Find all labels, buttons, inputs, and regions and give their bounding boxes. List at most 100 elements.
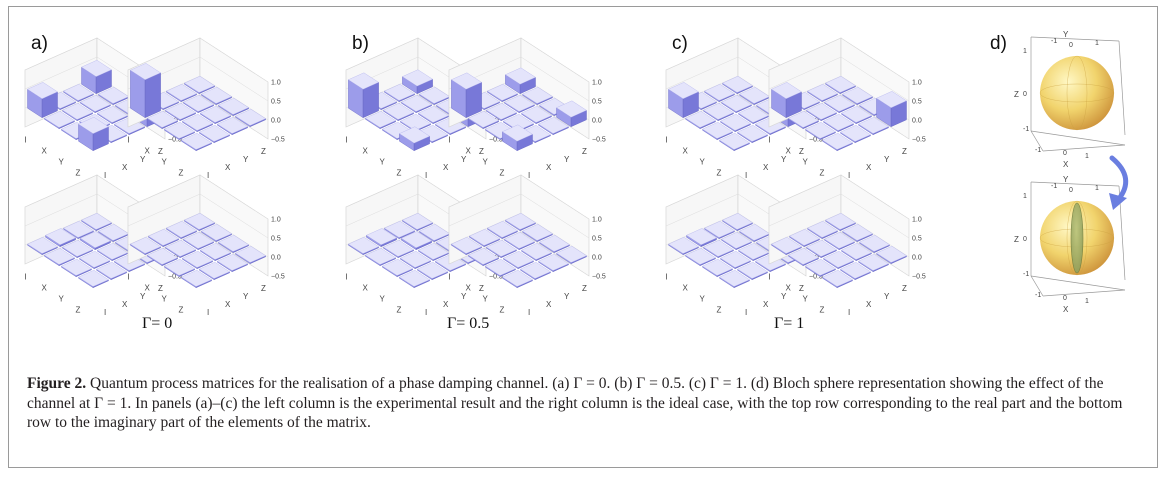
matrix-bar <box>504 67 536 95</box>
z-tick-label: −0.5 <box>809 274 823 281</box>
axis-label-col: Z <box>479 147 484 156</box>
matrix-bar <box>183 75 216 95</box>
axis-label-row: I <box>769 136 771 145</box>
bloch-box-edge <box>1030 130 1044 152</box>
matrix-bar <box>842 223 873 243</box>
matrix-bar <box>825 75 856 95</box>
bar-face-top <box>807 220 838 238</box>
axis-label-row: Z <box>397 169 402 178</box>
axis-label-col: Z <box>261 147 266 156</box>
matrix-bar <box>822 269 853 289</box>
matrix-bar <box>538 116 569 136</box>
axis-label-row: I <box>769 273 771 282</box>
matrix-bar <box>737 124 768 144</box>
matrix-bar <box>129 236 162 256</box>
bloch-tick: -1 <box>1035 292 1041 299</box>
bar-face-top <box>62 102 94 120</box>
bar-face-top <box>824 231 855 249</box>
gamma-label-a: Γ= 0 <box>142 315 173 332</box>
bar-face-top <box>485 102 517 120</box>
matrix-bar <box>45 228 77 248</box>
matrix-bar <box>62 239 94 259</box>
matrix-bar <box>704 220 735 240</box>
matrix-bar <box>81 212 112 232</box>
z-tick-label: −0.5 <box>271 137 285 144</box>
axis-label-row: I <box>666 136 668 145</box>
matrix-bar <box>806 239 837 259</box>
bar-face-top <box>43 247 75 265</box>
bar-face-top <box>721 231 752 249</box>
matrix-bar <box>522 86 553 106</box>
matrix-bar <box>79 250 111 270</box>
bloch-meridian <box>1066 55 1088 131</box>
matrix-bar <box>381 258 414 278</box>
axis-label-row: I <box>666 273 668 282</box>
axis-label-row: Y <box>380 295 386 304</box>
matrix-bar <box>79 231 111 251</box>
z-tick-label: 0.0 <box>592 255 602 262</box>
axis-label-row: X <box>466 147 472 156</box>
z-tick-label: 0.0 <box>592 118 602 125</box>
bar-face-top <box>96 261 128 279</box>
axis-label-row: X <box>42 147 48 156</box>
bar-face-top <box>60 258 92 276</box>
matrix-bar <box>807 83 838 103</box>
bar-face-top <box>685 247 716 265</box>
matrix-bar <box>485 239 517 259</box>
matrix-bar <box>43 110 75 130</box>
axis-label-row: Z <box>820 306 825 315</box>
bar-face-top <box>538 253 569 271</box>
matrix-bar <box>840 124 871 144</box>
axis-label-row: X <box>683 147 689 156</box>
matrix-bar <box>721 94 752 114</box>
axis-label-col: X <box>763 300 769 309</box>
matrix-bar <box>739 86 770 106</box>
bloch-box-edge <box>1042 144 1126 152</box>
z-tick-label: 1.0 <box>592 217 602 224</box>
axis-label-col: Z <box>799 147 804 156</box>
figure-caption: Figure 2. Quantum process matrices for t… <box>27 374 1137 433</box>
bar-face-top <box>805 121 836 139</box>
bar-face-top <box>382 102 415 120</box>
bar-face-top <box>79 231 111 249</box>
matrix-bar <box>685 110 716 130</box>
axis-label-col: X <box>546 163 552 172</box>
axis-label-col: Y <box>243 155 249 164</box>
caption-text: Quantum process matrices for the realisa… <box>27 375 1123 431</box>
axis-label-col: X <box>546 300 552 309</box>
bar-face-top <box>840 261 871 279</box>
bar-face-top <box>81 212 112 230</box>
bar-face-top <box>539 234 570 252</box>
matrix-bar <box>722 212 753 232</box>
matrix-bar <box>686 228 717 248</box>
bar-face-top <box>702 121 733 139</box>
bar-face-top <box>858 253 889 271</box>
panel-label-c: c) <box>672 33 688 54</box>
z-tick-label: −0.5 <box>809 137 823 144</box>
z-tick-label: 1.0 <box>912 80 922 87</box>
matrix-bar <box>401 69 434 95</box>
axis-label-col: X <box>443 300 449 309</box>
z-tick-label: 1.0 <box>271 217 281 224</box>
matrix-bar <box>383 83 416 103</box>
matrix-bar <box>788 247 819 267</box>
z-tick-label: 1.0 <box>592 80 602 87</box>
matrix-bar <box>858 116 889 136</box>
matrix-bar <box>842 86 873 106</box>
matrix-bar <box>788 110 819 130</box>
bloch-x-label: X <box>1063 160 1069 169</box>
matrix-bar <box>398 269 431 289</box>
matrix-bar <box>806 102 837 122</box>
bar-face-top <box>96 105 128 123</box>
bar-face-top <box>399 250 432 268</box>
bar-face-top <box>400 231 433 249</box>
matrix-bar <box>199 242 232 262</box>
matrix-bar <box>146 110 179 130</box>
axis-label-col: Y <box>884 292 890 301</box>
matrix-bar <box>876 91 907 128</box>
axis-label-col: Z <box>902 147 907 156</box>
bar-face-top <box>399 113 432 131</box>
matrix-bar <box>164 239 197 259</box>
